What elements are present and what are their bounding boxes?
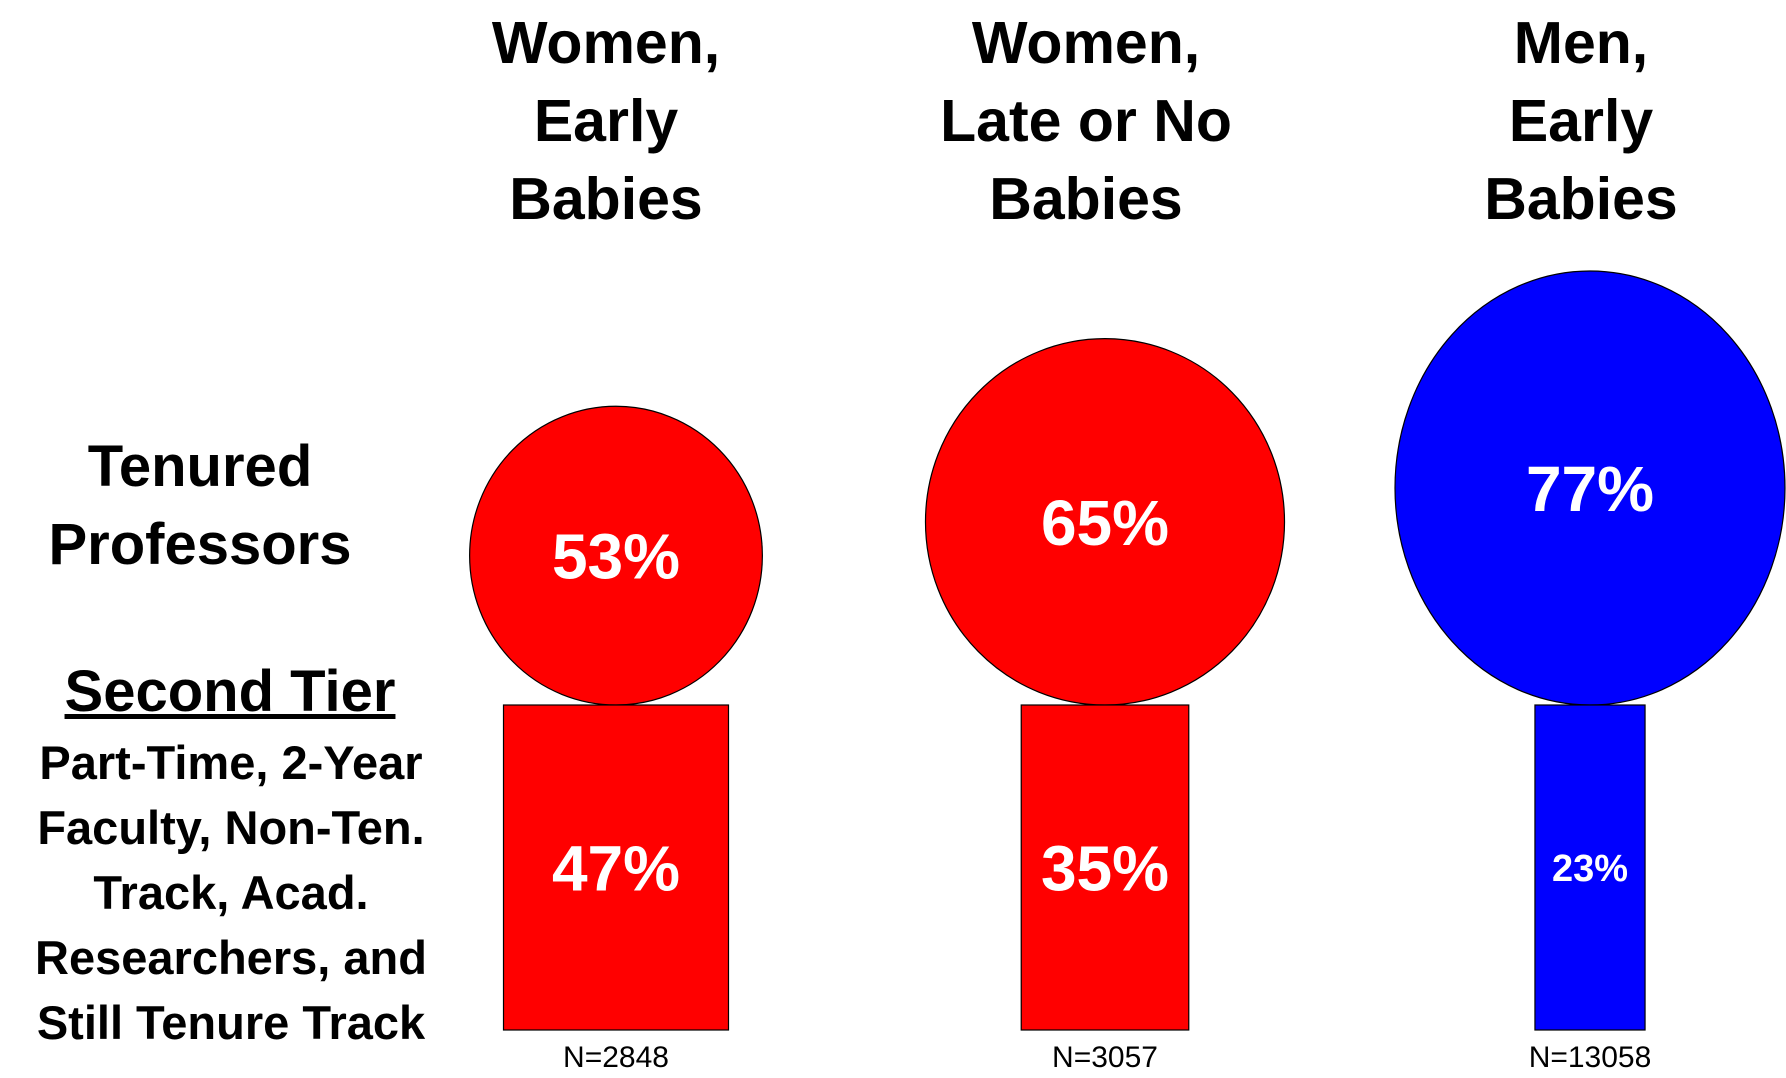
- header-line: Late or No: [940, 88, 1232, 154]
- header-line: Early: [1508, 88, 1654, 154]
- header-line: Women,: [491, 10, 721, 76]
- n-label: N=3057: [1052, 1041, 1158, 1074]
- header-line: Babies: [989, 166, 1183, 232]
- second-tier-value-label: 35%: [1041, 833, 1169, 905]
- header-women-early-babies: Women, Early Babies: [396, 4, 816, 238]
- second-tier-title: Second Tier: [64, 659, 396, 724]
- header-men-early-babies: Men, Early Babies: [1371, 4, 1786, 238]
- header-line: Babies: [509, 166, 703, 232]
- label-line: Professors: [48, 512, 352, 577]
- second-tier-value-label: 47%: [552, 833, 680, 905]
- desc-line: Researchers, and: [35, 931, 427, 984]
- header-line: Men,: [1513, 10, 1649, 76]
- header-women-late-or-no-babies: Women, Late or No Babies: [876, 4, 1296, 238]
- second-tier-bar: [1020, 704, 1190, 1031]
- second-tier-description: Part-Time, 2-Year Faculty, Non-Ten. Trac…: [2, 730, 460, 1055]
- n-label: N=2848: [563, 1041, 669, 1074]
- tenured-value-label: 77%: [1526, 453, 1654, 525]
- header-line: Babies: [1484, 166, 1678, 232]
- desc-line: Track, Acad.: [93, 866, 369, 919]
- label-line: Tenured: [87, 434, 313, 499]
- tenured-value-label: 53%: [552, 521, 680, 593]
- desc-line: Still Tenure Track: [36, 996, 426, 1049]
- desc-line: Faculty, Non-Ten.: [37, 801, 425, 854]
- header-line: Early: [533, 88, 679, 154]
- tenured-professors-label: Tenured Professors: [10, 428, 390, 584]
- second-tier-value-label: 23%: [1552, 848, 1628, 890]
- desc-line: Part-Time, 2-Year: [39, 736, 423, 789]
- header-line: Women,: [971, 10, 1201, 76]
- second-tier-bar: [502, 704, 730, 1031]
- tenured-value-label: 65%: [1041, 487, 1169, 559]
- n-label: N=13058: [1529, 1041, 1652, 1074]
- second-tier-bar: [1534, 704, 1646, 1031]
